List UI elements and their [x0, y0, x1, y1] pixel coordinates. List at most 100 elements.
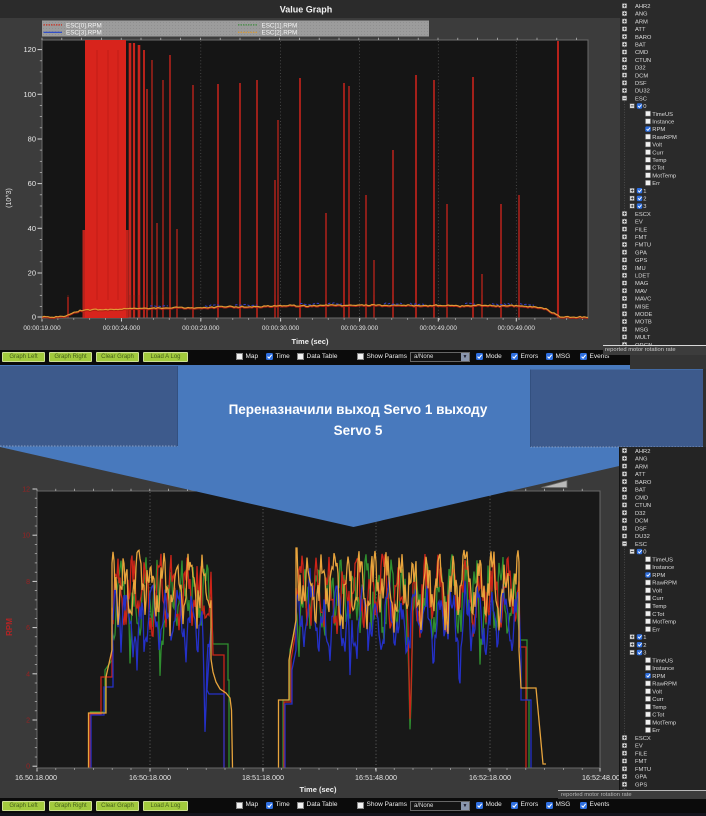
svg-text:RPM: RPM: [652, 127, 665, 133]
svg-text:ESCX: ESCX: [635, 736, 651, 742]
svg-text:DU32: DU32: [635, 534, 650, 540]
svg-text:DSF: DSF: [635, 526, 647, 532]
svg-text:CTot: CTot: [652, 166, 664, 172]
svg-text:DCM: DCM: [635, 73, 648, 79]
svg-text:Curr: Curr: [652, 697, 663, 703]
svg-text:FILE: FILE: [635, 751, 647, 757]
svg-text:ARM: ARM: [635, 464, 648, 470]
svg-text:EV: EV: [635, 220, 643, 226]
svg-text:ESCX: ESCX: [635, 212, 651, 218]
svg-text:0: 0: [643, 550, 646, 556]
svg-text:Time (sec): Time (sec): [292, 337, 329, 346]
svg-text:Time (sec): Time (sec): [300, 785, 337, 794]
svg-text:16:52:48.00: 16:52:48.00: [582, 773, 620, 782]
svg-text:TimeUS: TimeUS: [652, 557, 673, 563]
svg-text:00:00:19.000: 00:00:19.000: [23, 325, 61, 332]
svg-text:Volt: Volt: [652, 143, 662, 149]
svg-text:BARO: BARO: [635, 35, 652, 41]
svg-text:2: 2: [26, 718, 30, 725]
svg-text:BARO: BARO: [635, 480, 652, 486]
svg-text:Err: Err: [652, 181, 660, 187]
svg-text:60: 60: [28, 179, 36, 188]
svg-text:Instance: Instance: [652, 565, 674, 571]
svg-text:MAV: MAV: [635, 289, 647, 295]
svg-text:MotTemp: MotTemp: [652, 620, 676, 626]
svg-text:MAVC: MAVC: [635, 297, 651, 303]
svg-text:18:51:18.000: 18:51:18.000: [242, 773, 284, 782]
svg-text:RPM: RPM: [652, 674, 665, 680]
svg-text:Curr: Curr: [652, 596, 663, 602]
svg-text:00:00:49.000: 00:00:49.000: [498, 325, 536, 332]
svg-text:2: 2: [643, 197, 646, 203]
svg-text:Curr: Curr: [652, 150, 663, 156]
svg-text:Instance: Instance: [652, 666, 674, 672]
svg-text:Err: Err: [652, 728, 660, 734]
svg-text:12: 12: [22, 487, 30, 494]
svg-text:MULT: MULT: [635, 335, 651, 341]
svg-text:LDET: LDET: [635, 274, 650, 280]
svg-text:ANG: ANG: [635, 12, 648, 18]
svg-text:1: 1: [643, 635, 646, 641]
svg-text:16:50:18.000: 16:50:18.000: [129, 773, 171, 782]
svg-text:MotTemp: MotTemp: [652, 720, 676, 726]
svg-text:00:00:39.000: 00:00:39.000: [341, 325, 379, 332]
svg-text:0: 0: [32, 313, 36, 322]
svg-text:10: 10: [22, 533, 30, 540]
svg-text:GPA: GPA: [635, 775, 647, 781]
svg-text:MSG: MSG: [635, 327, 649, 333]
svg-text:Err: Err: [652, 627, 660, 633]
svg-text:GPA: GPA: [635, 250, 647, 256]
svg-text:00:00:49.000: 00:00:49.000: [420, 325, 458, 332]
svg-text:Temp: Temp: [652, 158, 666, 164]
svg-text:0: 0: [643, 104, 646, 110]
svg-text:CTUN: CTUN: [635, 58, 651, 64]
svg-text:RPM: RPM: [5, 618, 14, 636]
svg-text:RPM: RPM: [652, 573, 665, 579]
svg-text:ATT: ATT: [635, 27, 646, 33]
svg-text:GPS: GPS: [635, 783, 647, 789]
svg-text:Value Graph: Value Graph: [280, 5, 333, 15]
svg-text:MOTB: MOTB: [635, 320, 652, 326]
svg-text:Volt: Volt: [652, 589, 662, 595]
svg-text:FILE: FILE: [635, 227, 647, 233]
svg-text:Instance: Instance: [652, 120, 674, 126]
svg-text:D32: D32: [635, 66, 646, 72]
svg-text:100: 100: [23, 90, 36, 99]
svg-text:MISE: MISE: [635, 304, 649, 310]
svg-text:16.50.18.000: 16.50.18.000: [15, 773, 57, 782]
svg-text:80: 80: [28, 135, 36, 144]
svg-text:ESC: ESC: [635, 96, 647, 102]
svg-text:DSF: DSF: [635, 81, 647, 87]
svg-text:ANG: ANG: [635, 457, 648, 463]
svg-text:120: 120: [23, 45, 36, 54]
svg-text:Temp: Temp: [652, 705, 666, 711]
svg-text:16:52:18.000: 16:52:18.000: [469, 773, 511, 782]
svg-text:CMD: CMD: [635, 495, 648, 501]
svg-text:2: 2: [643, 643, 646, 649]
svg-text:FMT: FMT: [635, 759, 647, 765]
svg-text:40: 40: [28, 224, 36, 233]
svg-text:IMU: IMU: [635, 266, 646, 272]
svg-text:00:00:24.000: 00:00:24.000: [103, 325, 141, 332]
svg-text:DU32: DU32: [635, 89, 650, 95]
svg-text:ESC[1].RPM: ESC[1].RPM: [262, 22, 298, 29]
svg-text:RawRPM: RawRPM: [652, 682, 677, 688]
svg-text:AHR2: AHR2: [635, 449, 650, 455]
svg-text:3: 3: [643, 651, 646, 657]
svg-text:8: 8: [26, 579, 30, 586]
svg-text:FMTU: FMTU: [635, 767, 651, 773]
svg-text:MotTemp: MotTemp: [652, 173, 676, 179]
svg-text:CTUN: CTUN: [635, 503, 651, 509]
svg-text:ATT: ATT: [635, 472, 646, 478]
svg-text:DCM: DCM: [635, 519, 648, 525]
svg-text:ESC[2].RPM: ESC[2].RPM: [262, 30, 298, 37]
svg-text:TimeUS: TimeUS: [652, 112, 673, 118]
svg-text:ARM: ARM: [635, 19, 648, 25]
svg-text:00:00:30.000: 00:00:30.000: [262, 325, 300, 332]
svg-text:4: 4: [26, 671, 30, 678]
svg-text:20: 20: [28, 269, 36, 278]
svg-text:MODE: MODE: [635, 312, 653, 318]
svg-text:D32: D32: [635, 511, 646, 517]
svg-text:TimeUS: TimeUS: [652, 658, 673, 664]
svg-text:CMD: CMD: [635, 50, 648, 56]
